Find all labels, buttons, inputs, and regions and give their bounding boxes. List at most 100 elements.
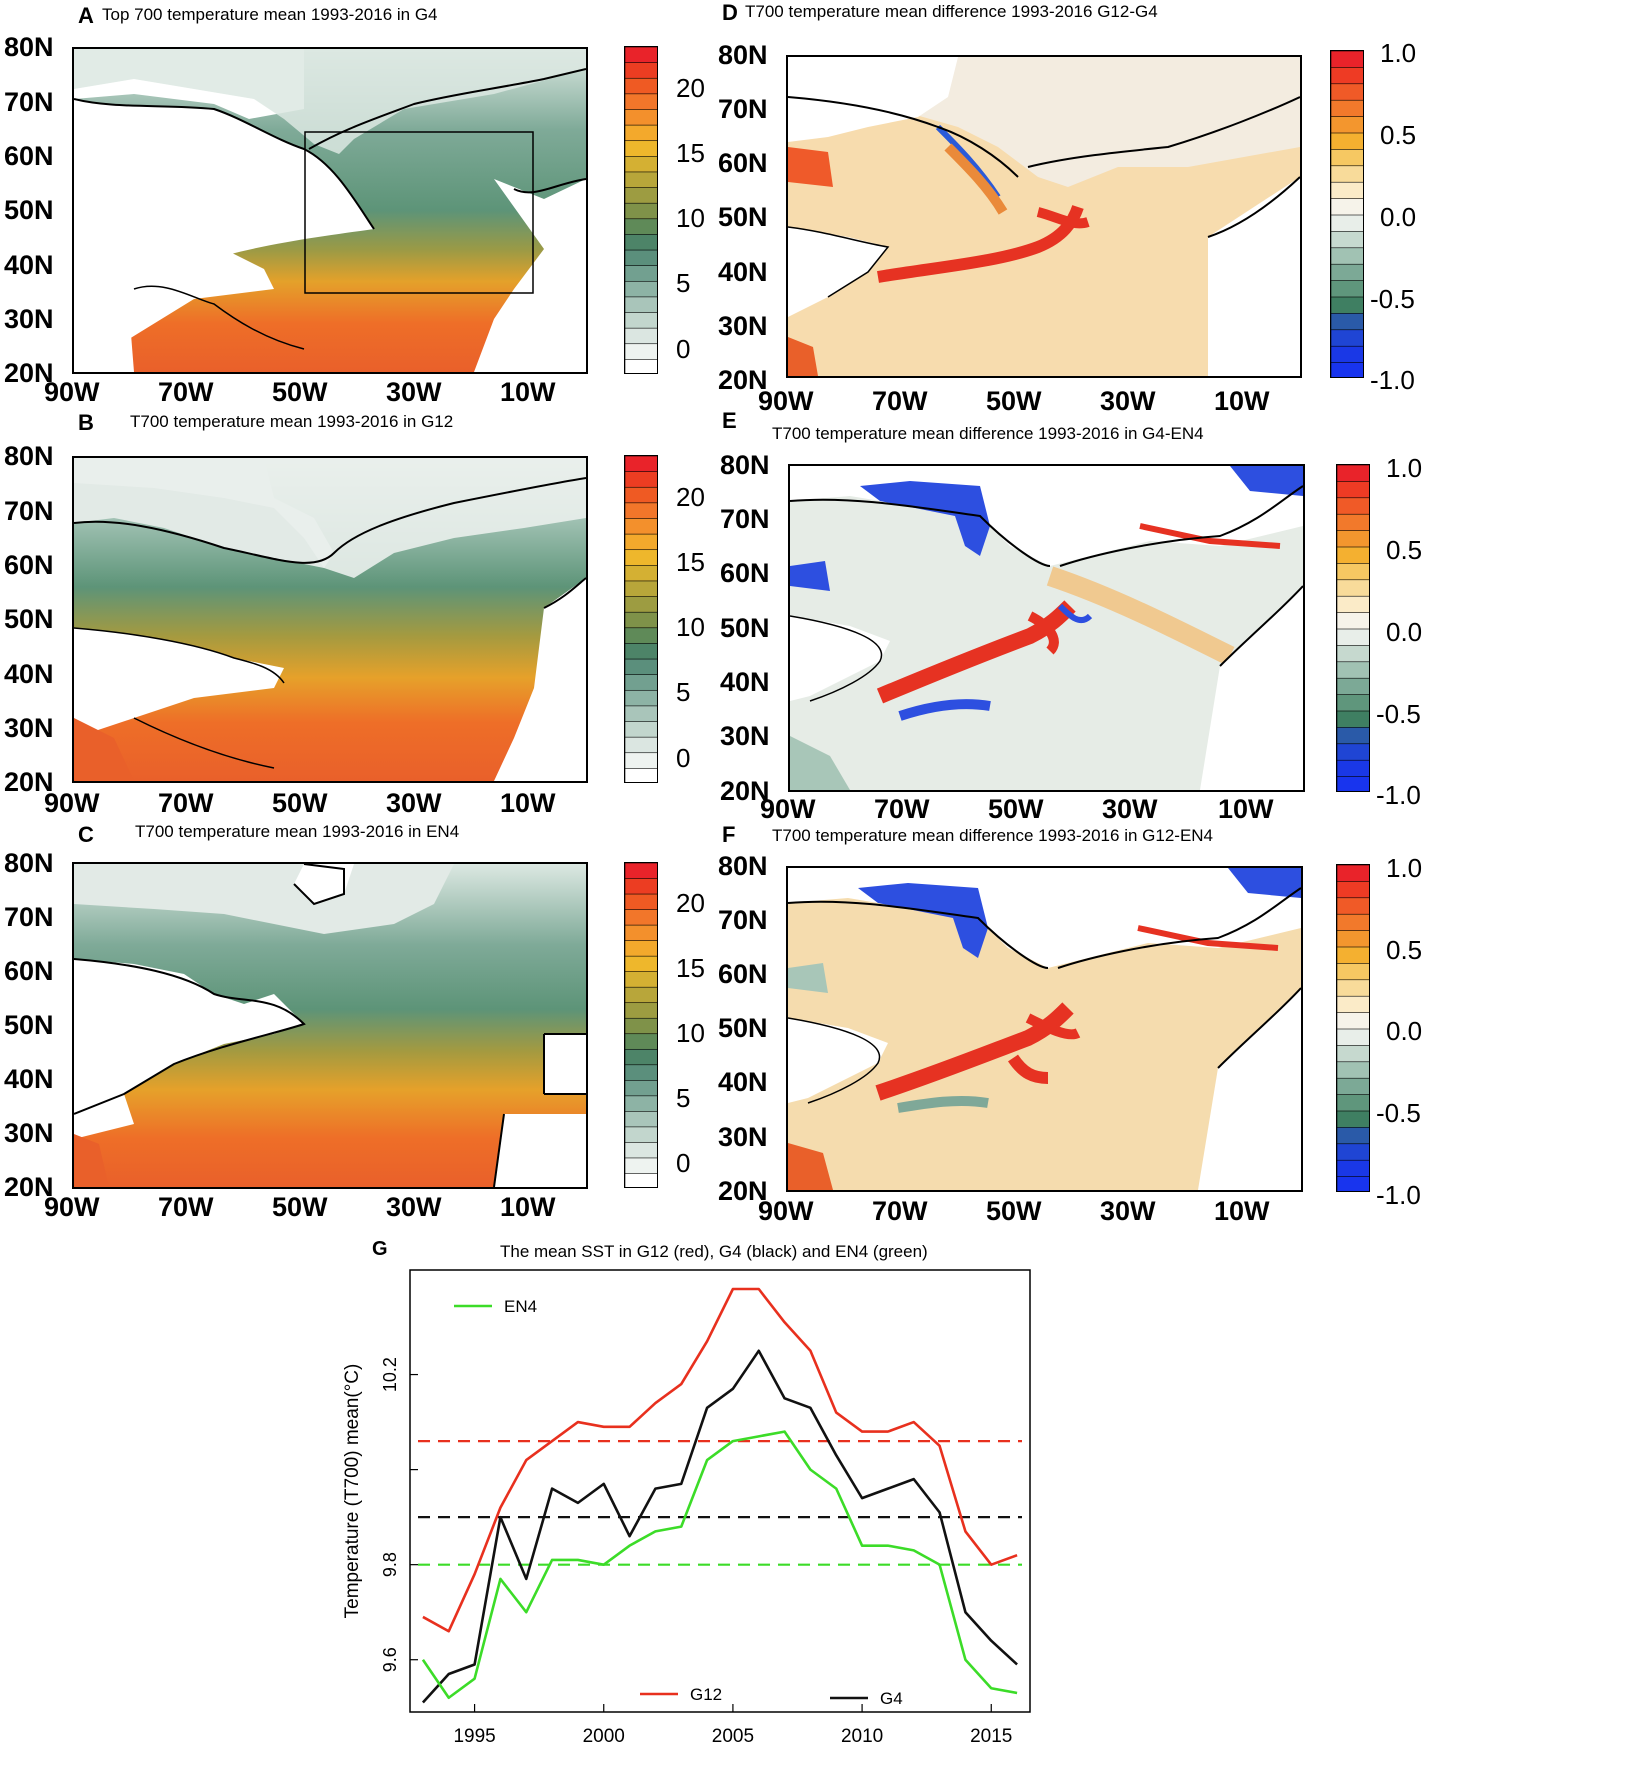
colorbar-swatch: [1337, 677, 1369, 696]
panel-label: A: [78, 3, 94, 28]
panel-label: B: [78, 410, 94, 435]
lat-tick: 50N: [718, 202, 768, 232]
lat-tick: 50N: [4, 195, 54, 225]
colorbar-swatch: [625, 1126, 657, 1144]
colorbar-swatch: [1337, 481, 1369, 499]
legend-label-g4: G4: [880, 1689, 903, 1708]
colorbar-swatch: [625, 1002, 657, 1020]
colorbar-swatch: [625, 93, 657, 111]
colorbar-swatch: [1337, 497, 1369, 515]
colorbar-swatch: [625, 1173, 657, 1187]
lat-tick: 30N: [4, 304, 54, 334]
region-box: [304, 131, 534, 294]
x-tick-label: 2005: [712, 1726, 754, 1747]
lat-tick: 60N: [718, 959, 768, 989]
lon-tick: 30W: [1102, 794, 1158, 824]
colorbar-swatch: [625, 77, 657, 95]
colorbar-tick: -0.5: [1376, 1098, 1421, 1128]
colorbar-swatch: [1331, 247, 1363, 266]
colorbar-swatch: [625, 187, 657, 204]
map-b: [72, 456, 588, 783]
colorbar-tick: 0.0: [1386, 617, 1423, 647]
colorbar-swatch: [1337, 595, 1369, 614]
colorbar-swatch: [625, 1017, 657, 1035]
colorbar-swatch: [625, 1157, 657, 1175]
colorbar-swatch: [1337, 579, 1369, 598]
colorbar-swatch: [1337, 930, 1369, 948]
legend-label-g12: G12: [690, 1685, 722, 1704]
colorbar-swatch: [1337, 881, 1369, 899]
lat-tick: 70N: [718, 905, 768, 935]
colorbar-swatch: [1337, 1061, 1369, 1080]
colorbar-swatch: [625, 156, 657, 173]
colorbar-swatch: [1331, 280, 1363, 298]
lat-tick: 80N: [720, 450, 770, 480]
colorbar-swatch: [1331, 263, 1363, 282]
panel-title: T700 temperature mean difference 1993-20…: [772, 826, 1214, 845]
colorbar-swatch: [625, 549, 657, 567]
lon-tick: 50W: [986, 386, 1042, 416]
colorbar-tick: 10: [676, 612, 705, 642]
colorbar-swatch: [625, 1033, 657, 1051]
lon-tick: 10W: [1214, 1196, 1270, 1226]
colorbar-tick: 1.0: [1386, 853, 1423, 883]
colorbar-swatch: [1337, 1077, 1369, 1096]
colorbar-swatch: [1337, 1127, 1369, 1145]
colorbar-swatch: [625, 296, 657, 314]
colorbar-swatch: [1331, 313, 1363, 331]
colorbar-swatch: [1337, 465, 1369, 483]
colorbar-swatch: [625, 280, 657, 298]
series-line-g12: [422, 1287, 1018, 1633]
panel-title: T700 temperature mean 1993-2016 in EN4: [135, 822, 460, 841]
colorbar-tick: 5: [676, 268, 691, 298]
colorbar-swatch: [625, 218, 657, 236]
colorbar-tick: 0.0: [1380, 202, 1417, 232]
colorbar-swatch: [625, 986, 657, 1004]
colorbar-swatch: [625, 643, 657, 660]
colorbar-swatch: [625, 486, 657, 504]
x-tick-label: 1995: [453, 1726, 495, 1747]
lon-tick: 10W: [1214, 386, 1270, 416]
panel-label: E: [722, 408, 737, 433]
colorbar-swatch: [625, 1142, 657, 1159]
lat-tick: 50N: [4, 1010, 54, 1040]
colorbar-swatch: [625, 924, 657, 942]
lon-tick: 70W: [158, 788, 214, 818]
colorbar-swatch: [625, 1048, 657, 1066]
lon-tick: 90W: [44, 377, 100, 407]
lat-tick: 70N: [718, 94, 768, 124]
colorbar-swatch: [1337, 1110, 1369, 1129]
colorbar-swatch: [625, 249, 657, 267]
lat-tick: 30N: [4, 713, 54, 743]
colorbar-swatch: [625, 312, 657, 329]
colorbar-a: [624, 46, 658, 374]
colorbar-tick: 0: [676, 743, 691, 773]
colorbar-swatch: [625, 202, 657, 220]
colorbar-d: [1330, 50, 1364, 378]
colorbar-swatch: [1337, 913, 1369, 932]
lon-tick: 50W: [986, 1196, 1042, 1226]
panel-title: T700 temperature mean difference 1993-20…: [745, 2, 1158, 21]
panel-label: C: [78, 822, 94, 847]
colorbar-swatch: [1337, 743, 1369, 761]
colorbar-tick: 0: [676, 1148, 691, 1178]
lon-tick: 90W: [758, 386, 814, 416]
colorbar-swatch: [625, 658, 657, 676]
plot-frame: [409, 1269, 1031, 1713]
lat-tick: 40N: [718, 1067, 768, 1097]
colorbar-swatch: [1337, 694, 1369, 712]
lat-tick: 70N: [4, 902, 54, 932]
colorbar-swatch: [1337, 612, 1369, 630]
lon-tick: 70W: [872, 386, 928, 416]
colorbar-swatch: [1331, 181, 1363, 200]
colorbar-swatch: [1331, 345, 1363, 364]
colorbar-swatch: [625, 611, 657, 629]
colorbar-swatch: [1337, 1045, 1369, 1063]
lat-tick: 20N: [718, 365, 768, 395]
colorbar-swatch: [625, 518, 657, 535]
lat-tick: 40N: [718, 257, 768, 287]
colorbar-swatch: [1331, 329, 1363, 347]
colorbar-swatch: [625, 627, 657, 645]
colorbar-c: [624, 862, 658, 1188]
y-tick-label: 9.6: [380, 1647, 400, 1672]
